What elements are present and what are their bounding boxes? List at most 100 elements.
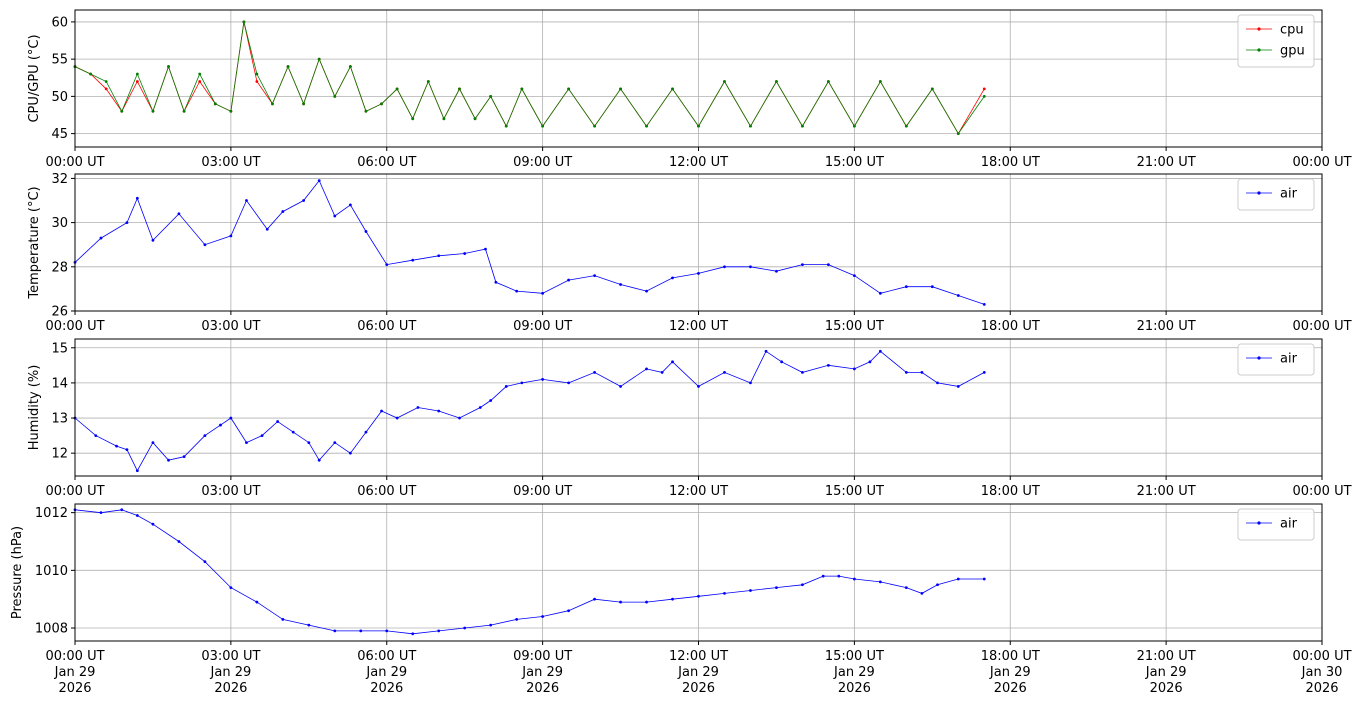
data-point-air	[541, 377, 545, 381]
data-point-air	[276, 420, 280, 423]
data-point-air	[826, 363, 830, 367]
data-point-air	[852, 577, 856, 581]
data-point-air	[437, 629, 441, 633]
data-point-gpu	[229, 109, 233, 113]
x-tick-label: 18:00 UT	[981, 649, 1040, 664]
data-point-air	[645, 289, 648, 293]
data-point-air	[504, 385, 508, 388]
data-point-air	[135, 469, 139, 473]
data-point-air	[411, 258, 415, 262]
data-point-air	[494, 280, 498, 284]
data-point-air	[593, 370, 596, 374]
data-point-gpu	[520, 87, 524, 91]
data-point-air	[478, 406, 482, 409]
data-point-air	[364, 230, 368, 233]
data-point-gpu	[775, 80, 778, 83]
y-tick-label: 14	[51, 376, 68, 391]
y-tick-label: 50	[51, 90, 68, 105]
x-tick-date-label: Jan 29	[210, 665, 252, 680]
data-point-cpu	[135, 80, 139, 83]
data-point-air	[291, 430, 295, 434]
data-point-gpu	[151, 109, 155, 113]
x-tick-date-label: Jan 29	[365, 665, 407, 680]
y-tick-label: 45	[51, 127, 68, 142]
legend-marker-gpu	[1257, 48, 1261, 52]
x-tick-label: 03:00 UT	[201, 484, 260, 499]
x-tick-label: 06:00 UT	[357, 155, 416, 170]
data-point-air	[780, 360, 784, 364]
x-tick-label: 21:00 UT	[1137, 484, 1196, 499]
data-point-air	[463, 626, 467, 630]
data-point-air	[120, 508, 124, 512]
chart-panel-3: 12 13 14 15 Humidity (%) 00:00 UT 03:00 UT 06:0…	[27, 338, 1352, 499]
data-point-gpu	[104, 80, 108, 83]
data-point-air	[619, 283, 622, 286]
legend-marker-air	[1257, 356, 1261, 360]
data-point-gpu	[271, 102, 274, 106]
data-point-air	[489, 399, 493, 402]
data-point-air	[135, 514, 139, 517]
data-point-air	[177, 540, 181, 543]
data-point-air	[265, 227, 269, 231]
x-tick-date-label: 2026	[526, 681, 559, 696]
legend-marker-cpu	[1257, 27, 1261, 31]
x-tick-label: 00:00 UT	[45, 319, 104, 334]
data-point-air	[956, 385, 960, 388]
x-tick-label: 21:00 UT	[1137, 319, 1196, 334]
data-point-gpu	[723, 80, 726, 83]
data-point-air	[203, 560, 207, 564]
x-tick-label: 03:00 UT	[201, 319, 260, 334]
data-point-gpu	[442, 117, 446, 121]
x-tick-label: 12:00 UT	[669, 155, 728, 170]
data-point-gpu	[458, 87, 461, 91]
legend-marker-air	[1257, 191, 1261, 195]
data-point-gpu	[348, 65, 352, 68]
data-point-air	[660, 370, 664, 374]
data-point-air	[167, 458, 170, 462]
data-point-gpu	[567, 87, 571, 91]
data-point-gpu	[364, 109, 368, 113]
y-tick-label: 12	[51, 447, 68, 462]
legend-label-air: air	[1280, 517, 1298, 532]
data-point-air	[94, 434, 98, 438]
y-axis-label: CPU/GPU (°C)	[27, 34, 42, 122]
data-point-air	[203, 434, 207, 438]
data-point-air	[697, 385, 700, 388]
y-tick-label: 13	[51, 412, 68, 427]
data-point-air	[904, 370, 908, 374]
data-point-air	[671, 276, 674, 280]
data-point-cpu	[104, 87, 108, 91]
legend-box	[1237, 508, 1315, 541]
chart-panel-2: 26 28 30 32 Temperature (°C) 00:00 UT 03:00 UT…	[27, 172, 1352, 334]
data-point-air	[920, 592, 924, 595]
x-tick-label: 06:00 UT	[357, 484, 416, 499]
x-tick-label: 15:00 UT	[825, 484, 884, 499]
data-point-gpu	[749, 124, 752, 128]
legend-label-gpu: gpu	[1280, 44, 1305, 59]
data-point-gpu	[504, 124, 508, 128]
x-tick-label: 09:00 UT	[513, 155, 572, 170]
data-point-air	[619, 385, 622, 388]
data-point-gpu	[255, 72, 259, 76]
x-tick-date-label: 2026	[838, 681, 871, 696]
legend-box	[1237, 178, 1315, 211]
data-point-air	[245, 441, 248, 445]
data-point-gpu	[878, 80, 882, 83]
data-point-gpu	[242, 20, 246, 24]
data-point-air	[775, 586, 778, 590]
x-tick-date-label: Jan 29	[989, 665, 1031, 680]
data-point-air	[852, 367, 856, 371]
data-point-air	[593, 274, 596, 278]
x-tick-date-label: 2026	[58, 681, 91, 696]
x-tick-label: 00:00 UT	[1292, 649, 1351, 664]
data-point-air	[764, 349, 768, 353]
data-point-air	[177, 212, 181, 216]
data-point-air	[936, 381, 939, 385]
data-point-air	[801, 263, 804, 266]
data-point-air	[333, 441, 337, 445]
data-point-air	[852, 274, 856, 278]
x-tick-label: 06:00 UT	[357, 649, 416, 664]
data-point-air	[317, 179, 321, 183]
data-point-air	[463, 252, 467, 255]
series-line-gpu	[74, 21, 985, 135]
